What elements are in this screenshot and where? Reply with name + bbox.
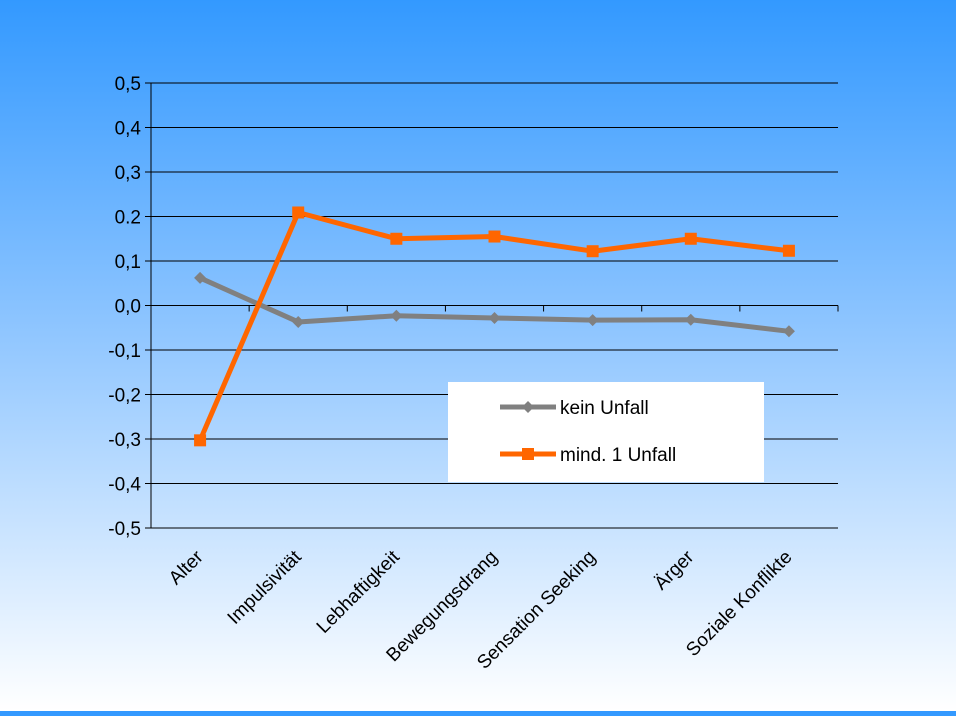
series-1 (194, 206, 795, 447)
data-point (390, 309, 403, 322)
data-point (684, 232, 697, 245)
x-tick-label: Ärger (651, 546, 699, 594)
legend: kein Unfall mind. 1 Unfall (448, 382, 764, 482)
legend-label: kein Unfall (560, 398, 649, 419)
data-point (782, 325, 795, 338)
data-point (586, 245, 599, 258)
legend-label: mind. 1 Unfall (560, 445, 676, 466)
x-tick-label: Alter (165, 546, 208, 589)
y-tick-labels: 0,5 0,4 0,3 0.2 0,1 0,0 -0,1 -0,2 -0,3 -0,4 -0,5 (108, 74, 141, 540)
y-tick-label: 0,1 (115, 252, 141, 273)
data-point (194, 434, 207, 447)
data-point (194, 271, 207, 284)
series-0 (194, 271, 795, 338)
data-point (292, 206, 305, 219)
y-tick-label: 0.2 (115, 208, 141, 229)
data-point (782, 244, 795, 257)
x-tick-labels: Alter Impulsivität LebhaftigkeitBewegungsd… (165, 546, 796, 673)
y-tick-label: -0,5 (108, 519, 141, 540)
data-point (488, 311, 501, 324)
y-tick-label: 0,5 (115, 74, 141, 95)
legend-box (448, 382, 764, 482)
data-point (390, 232, 403, 245)
x-tick-label: Impulsivität (224, 546, 307, 629)
y-tick-label: -0,2 (108, 386, 141, 407)
axes (150, 83, 839, 528)
x-tick-label: Lebhaftigkeit (313, 546, 405, 638)
data-point (684, 313, 697, 326)
legend-marker (522, 448, 534, 460)
y-tick-label: 0,3 (115, 163, 141, 184)
y-tick-label: 0,4 (115, 119, 142, 140)
data-point (488, 230, 501, 243)
x-tick-label: Soziale Konflikte (682, 547, 796, 661)
data-point (586, 314, 599, 327)
y-tick-label: -0,4 (108, 475, 141, 496)
series (194, 206, 795, 447)
y-tick-label: 0,0 (115, 297, 141, 318)
data-point (292, 315, 305, 328)
y-tick-label: -0,3 (108, 430, 141, 451)
y-tick-label: -0,1 (108, 341, 141, 362)
legend-marker (522, 401, 534, 413)
